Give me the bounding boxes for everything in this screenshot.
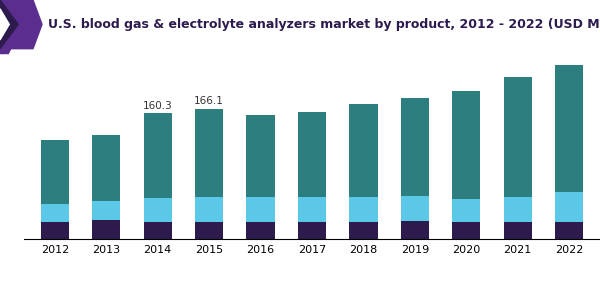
Bar bbox=[452, 91, 481, 199]
Bar bbox=[503, 77, 532, 196]
Text: 166.1: 166.1 bbox=[194, 96, 224, 106]
Polygon shape bbox=[0, 0, 18, 49]
Bar bbox=[92, 135, 121, 201]
Bar bbox=[349, 196, 377, 222]
Bar bbox=[195, 109, 223, 196]
Polygon shape bbox=[0, 0, 42, 49]
Bar bbox=[92, 201, 121, 220]
Bar bbox=[247, 196, 275, 222]
Bar bbox=[298, 112, 326, 196]
Bar bbox=[41, 140, 69, 204]
Polygon shape bbox=[0, 9, 9, 40]
Bar bbox=[452, 222, 481, 239]
Bar bbox=[555, 222, 583, 239]
Bar bbox=[298, 196, 326, 222]
Bar bbox=[298, 222, 326, 239]
Bar bbox=[401, 196, 429, 221]
Bar bbox=[555, 65, 583, 192]
Bar bbox=[143, 113, 172, 198]
Text: U.S. blood gas & electrolyte analyzers market by product, 2012 - 2022 (USD Mn): U.S. blood gas & electrolyte analyzers m… bbox=[48, 18, 600, 31]
Text: 160.3: 160.3 bbox=[143, 101, 173, 111]
Bar bbox=[143, 222, 172, 239]
FancyArrow shape bbox=[0, 0, 23, 54]
Bar bbox=[555, 192, 583, 222]
Legend: Blood gas analyzers, Electrolyte analyzers, Combined analyzers: Blood gas analyzers, Electrolyte analyze… bbox=[92, 291, 532, 295]
Bar bbox=[401, 221, 429, 239]
Bar bbox=[401, 98, 429, 196]
Bar bbox=[195, 222, 223, 239]
Bar bbox=[503, 222, 532, 239]
Bar bbox=[195, 196, 223, 222]
Bar bbox=[41, 222, 69, 239]
Bar bbox=[247, 222, 275, 239]
Bar bbox=[349, 222, 377, 239]
Bar bbox=[452, 199, 481, 222]
Bar bbox=[247, 115, 275, 196]
Bar bbox=[349, 104, 377, 196]
Bar bbox=[41, 204, 69, 222]
Bar bbox=[92, 220, 121, 239]
Bar bbox=[503, 196, 532, 222]
Bar bbox=[143, 198, 172, 222]
